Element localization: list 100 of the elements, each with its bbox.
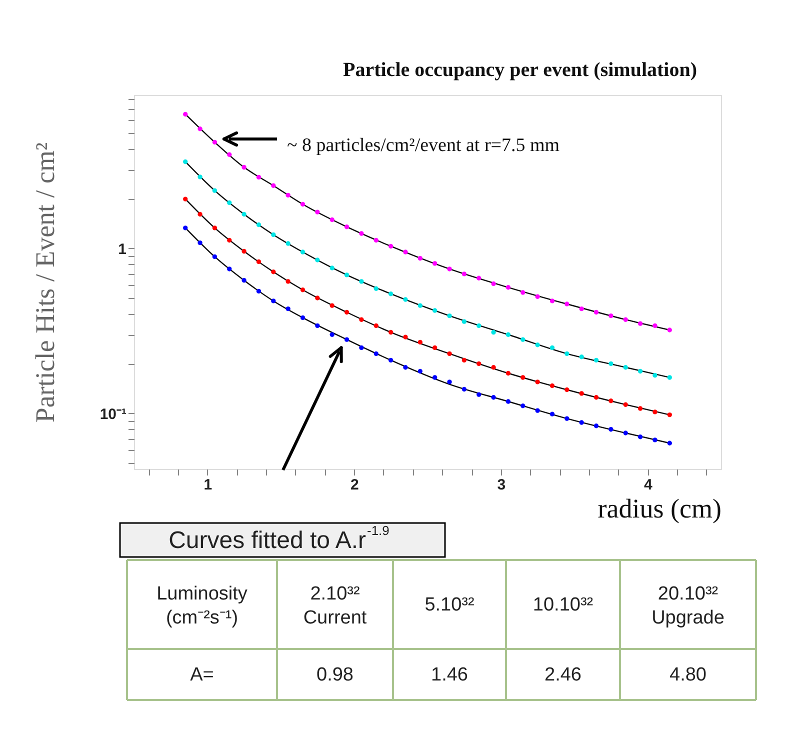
point xyxy=(462,319,467,324)
point xyxy=(198,240,202,246)
point xyxy=(432,308,438,313)
point xyxy=(462,272,467,276)
point xyxy=(608,313,614,318)
point xyxy=(315,296,320,300)
point xyxy=(388,358,394,363)
point xyxy=(564,416,570,421)
point xyxy=(506,370,511,376)
point xyxy=(418,303,423,308)
point xyxy=(447,313,452,318)
point xyxy=(344,224,350,230)
point xyxy=(638,434,643,440)
point xyxy=(608,398,614,404)
point xyxy=(564,302,570,306)
point xyxy=(476,361,482,366)
text: 10.10³² xyxy=(532,594,594,616)
point xyxy=(462,386,467,392)
point xyxy=(183,196,188,202)
point xyxy=(359,231,364,236)
point xyxy=(198,126,202,132)
point xyxy=(652,323,658,328)
text: Luminosity (cm⁻²s⁻¹) xyxy=(156,584,248,628)
chart-title: Particle occupancy per event (simulation) xyxy=(342,59,698,81)
point xyxy=(286,279,290,284)
point xyxy=(315,210,320,214)
point xyxy=(652,438,658,442)
point xyxy=(344,337,350,342)
point xyxy=(227,152,232,157)
point xyxy=(579,420,584,425)
x-tick-label: 3 xyxy=(497,476,506,494)
text: 2.46 xyxy=(544,664,582,686)
point xyxy=(476,276,482,280)
point xyxy=(271,183,276,188)
point xyxy=(212,254,218,260)
point xyxy=(594,358,599,363)
point xyxy=(374,286,378,291)
point xyxy=(256,222,262,228)
point xyxy=(476,392,482,397)
point xyxy=(374,323,378,328)
point xyxy=(388,330,394,335)
point xyxy=(579,391,584,396)
point xyxy=(535,294,540,299)
point xyxy=(520,375,526,380)
point xyxy=(198,212,202,217)
point xyxy=(432,345,438,350)
point xyxy=(535,342,540,348)
point xyxy=(564,351,570,356)
point xyxy=(447,351,452,356)
point xyxy=(520,404,526,408)
point xyxy=(330,266,334,270)
point xyxy=(198,174,202,180)
point xyxy=(271,270,276,274)
point xyxy=(418,368,423,374)
point xyxy=(315,323,320,328)
point xyxy=(608,427,614,432)
point xyxy=(579,354,584,360)
text: A= xyxy=(190,664,214,686)
point xyxy=(242,212,246,217)
y-axis-title: Particle Hits / Event / cm² xyxy=(30,142,60,423)
point xyxy=(623,317,628,322)
point xyxy=(286,192,290,198)
point xyxy=(403,297,408,302)
point xyxy=(359,279,364,284)
point xyxy=(212,140,218,145)
point xyxy=(183,159,188,164)
point xyxy=(227,266,232,272)
point xyxy=(667,412,672,418)
text: 1.46 xyxy=(431,664,468,686)
point xyxy=(330,217,334,222)
text: 20.10³² Upgrade xyxy=(652,584,724,628)
point xyxy=(506,399,511,404)
point xyxy=(476,323,482,328)
point xyxy=(594,310,599,315)
line-series xyxy=(184,227,670,444)
point xyxy=(550,383,555,388)
point xyxy=(594,395,599,400)
point xyxy=(506,285,511,290)
x-tick-label: 4 xyxy=(644,476,653,494)
point xyxy=(256,288,262,294)
point xyxy=(359,317,364,322)
point xyxy=(227,200,232,206)
point xyxy=(212,188,218,193)
point xyxy=(374,238,378,243)
x-tick-label: 2 xyxy=(350,476,359,494)
point xyxy=(359,345,364,350)
point xyxy=(667,440,672,446)
text: 5.10³² xyxy=(424,594,474,616)
point xyxy=(608,361,614,366)
point xyxy=(564,387,570,392)
point xyxy=(491,365,496,370)
point xyxy=(315,258,320,262)
point xyxy=(623,402,628,407)
point xyxy=(300,202,306,207)
point xyxy=(550,412,555,416)
point xyxy=(638,406,643,411)
point xyxy=(535,380,540,384)
point xyxy=(506,332,511,337)
x-axis-title: radius (cm) xyxy=(598,494,722,524)
text: 4.80 xyxy=(670,664,706,686)
